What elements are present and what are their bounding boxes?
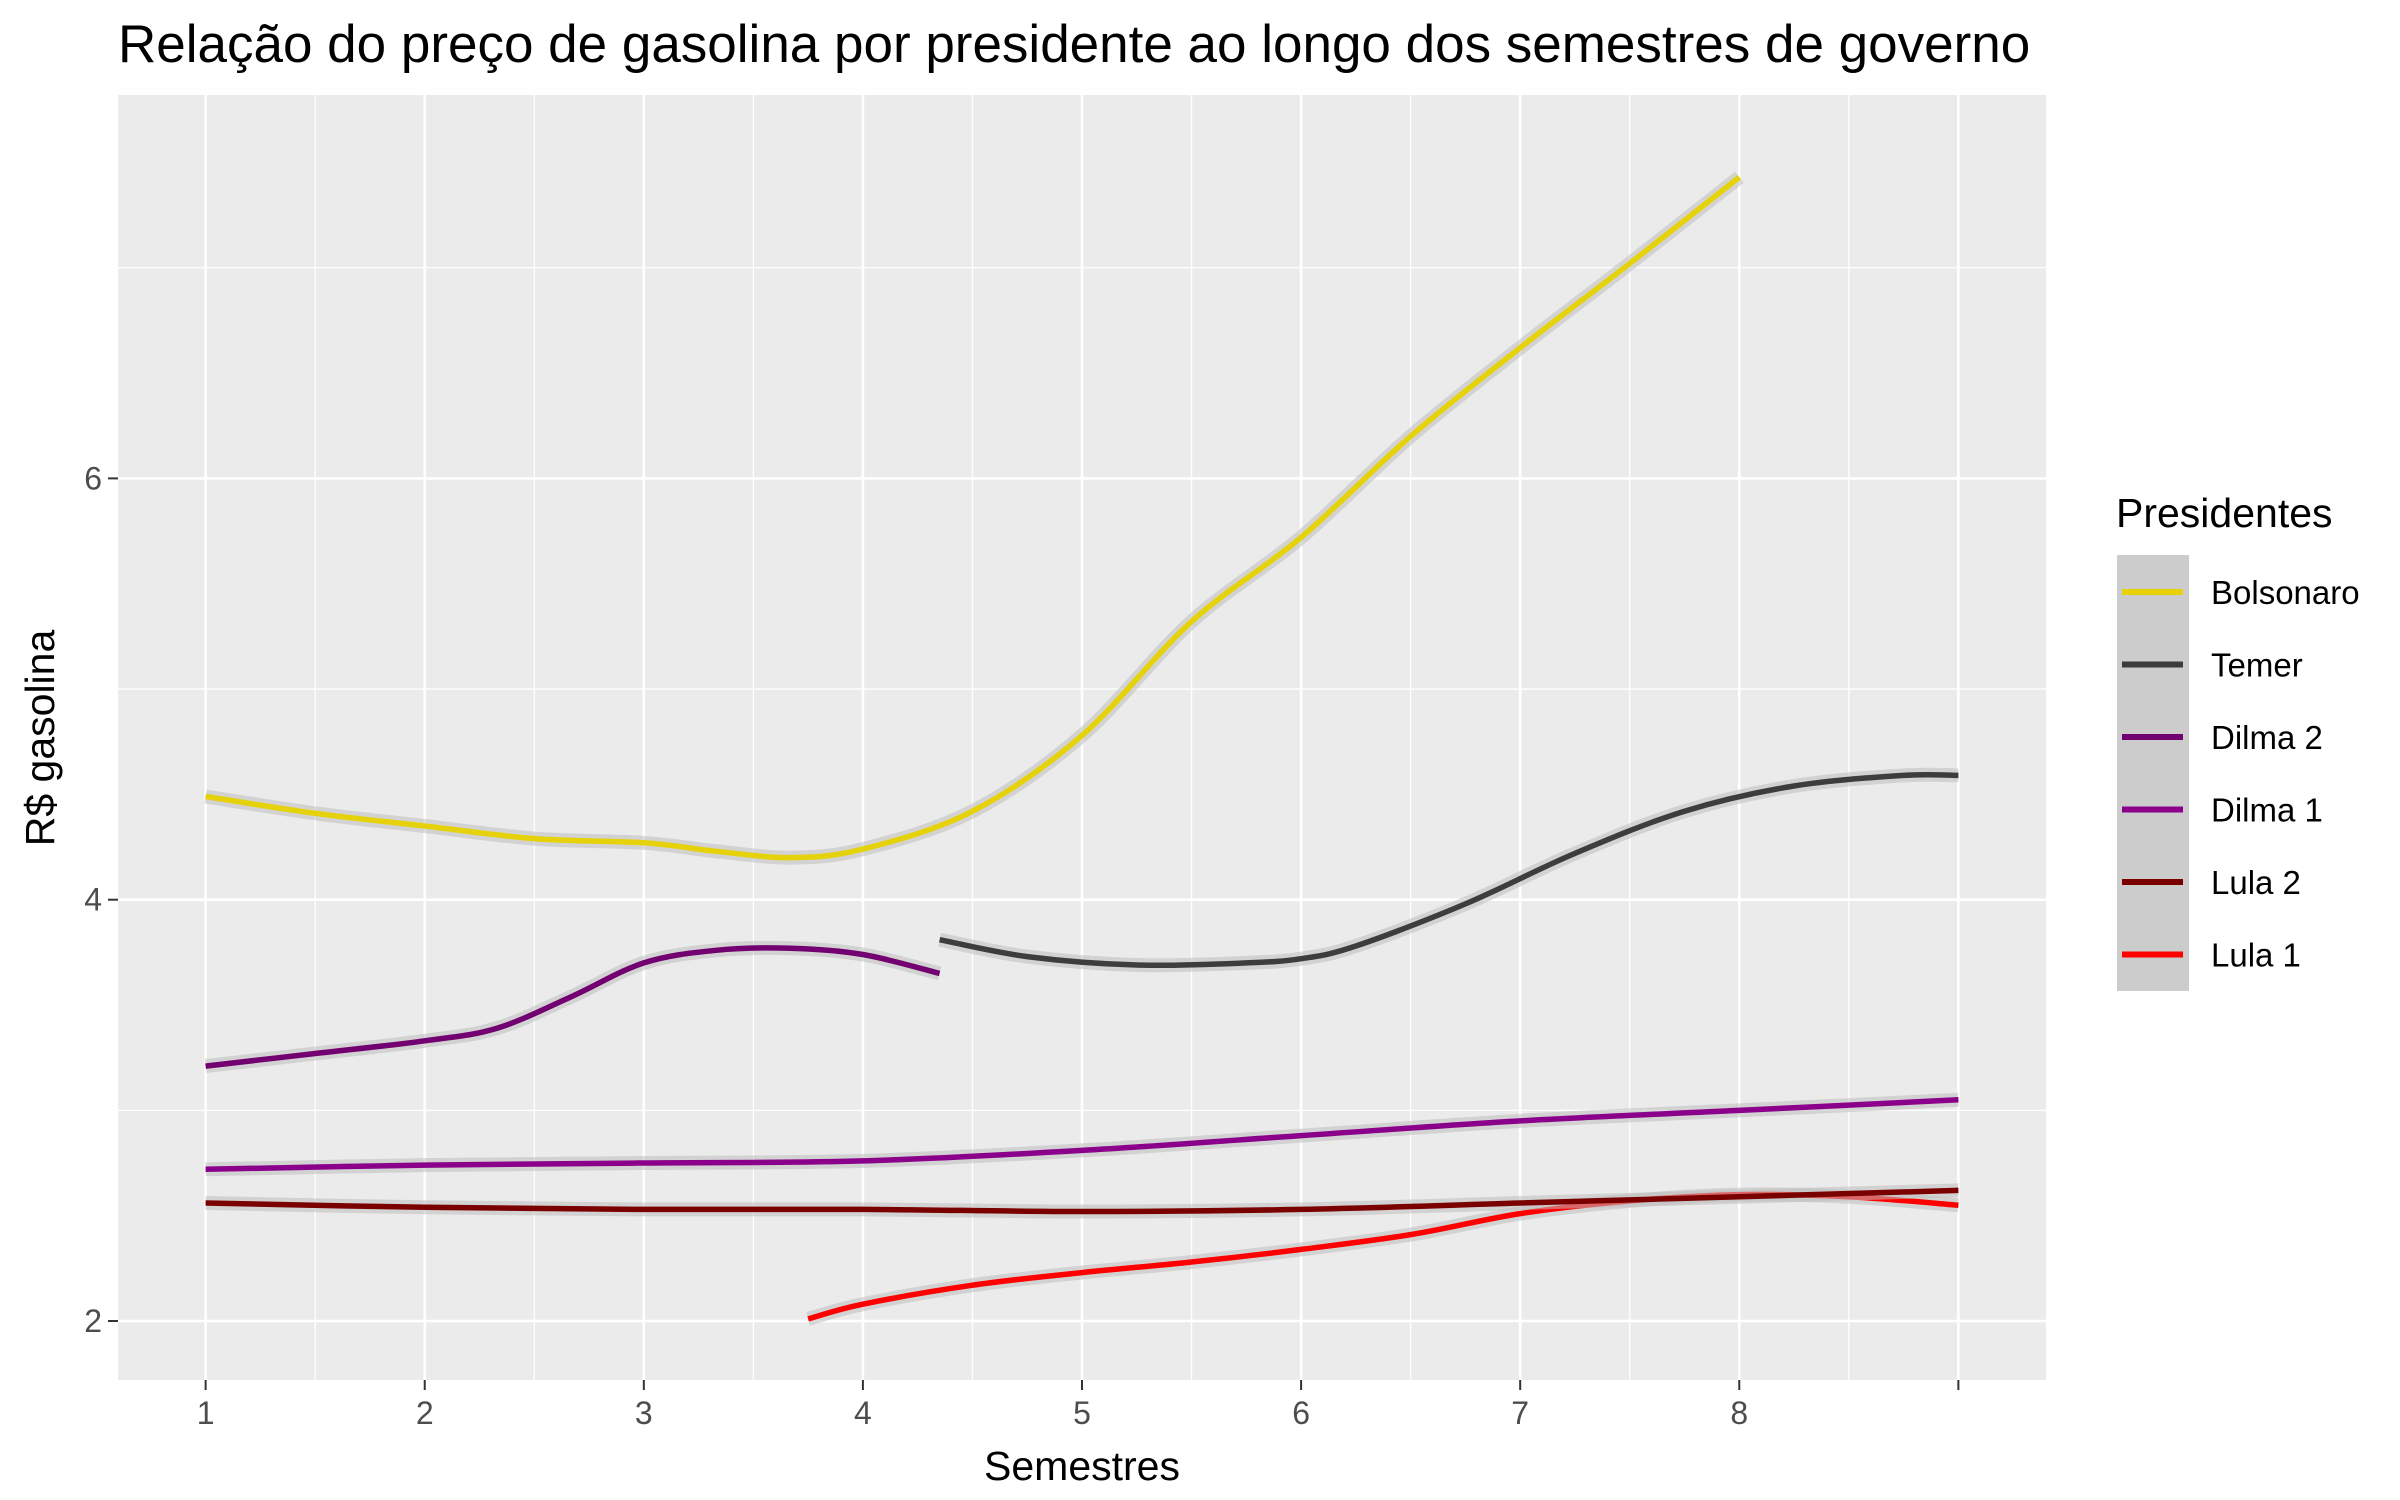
x-axis-title: Semestres: [984, 1443, 1180, 1489]
x-tick-label: 7: [1511, 1395, 1529, 1431]
y-tick-label: 2: [84, 1303, 102, 1339]
series-line-temer: [939, 771, 1959, 969]
legend: Presidentes Bolsonaro Temer Dilma 2 Dilma 1…: [2116, 490, 2360, 991]
chart-title: Relação do preço de gasolina por preside…: [118, 15, 2031, 74]
legend-label-dilma-2: Dilma 2: [2211, 719, 2323, 756]
legend-label-lula-1: Lula 1: [2211, 937, 2301, 974]
legend-title: Presidentes: [2116, 490, 2333, 536]
series-line-dilma-2: [205, 945, 941, 1069]
x-tick-label: 4: [854, 1395, 872, 1431]
series-line-bolsonaro: [205, 175, 1742, 861]
axis-ticks: [108, 477, 1960, 1390]
legend-items: Bolsonaro Temer Dilma 2 Dilma 1 Lula 2 Lula 1: [2122, 574, 2360, 974]
x-tick-label: 3: [635, 1395, 653, 1431]
y-tick-label: 4: [84, 882, 102, 918]
x-tick-label: 1: [197, 1395, 215, 1431]
grid-major: [118, 95, 2046, 1380]
x-tick-label: 8: [1730, 1395, 1748, 1431]
x-tick-label: 6: [1292, 1395, 1310, 1431]
series-line-dilma-1: [205, 1097, 1959, 1173]
x-tick-label: 2: [416, 1395, 434, 1431]
y-tick-label: 6: [84, 460, 102, 496]
legend-label-dilma-1: Dilma 1: [2211, 792, 2323, 829]
legend-label-lula-2: Lula 2: [2211, 864, 2301, 901]
axis-tick-labels: 1 2 3 4 5 6 7 8 2 4 6: [84, 460, 1748, 1431]
legend-label-temer: Temer: [2211, 647, 2303, 684]
series-line-lula-2: [205, 1187, 1959, 1215]
legend-label-bolsonaro: Bolsonaro: [2211, 574, 2360, 611]
x-tick-label: 5: [1073, 1395, 1091, 1431]
legend-key-background: [2117, 555, 2189, 991]
y-axis-title: R$ gasolina: [17, 630, 63, 847]
series-layer: [204, 171, 1959, 1326]
